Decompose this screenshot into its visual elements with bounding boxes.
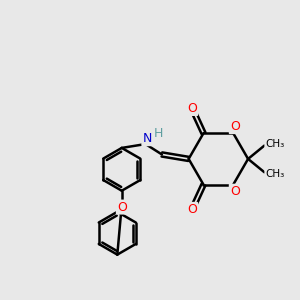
Text: O: O [187, 203, 197, 216]
Text: O: O [230, 185, 240, 198]
Text: O: O [187, 102, 197, 115]
Text: O: O [117, 201, 127, 214]
Text: H: H [153, 127, 163, 140]
Text: CH₃: CH₃ [265, 139, 284, 149]
Text: O: O [230, 120, 240, 133]
Text: N: N [142, 132, 152, 145]
Text: CH₃: CH₃ [265, 169, 284, 179]
